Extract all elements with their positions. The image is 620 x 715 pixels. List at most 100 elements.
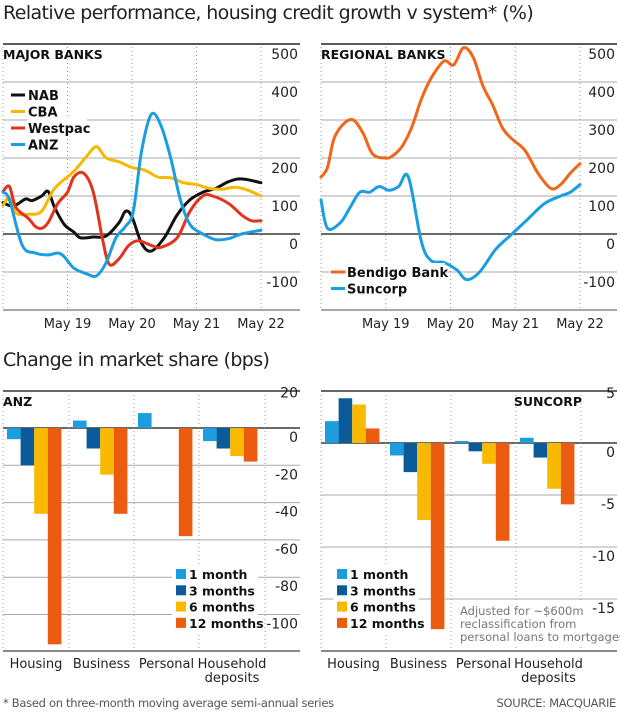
series-line-bendigo-bank — [319, 46, 582, 191]
bar-3-months-business — [403, 443, 418, 473]
x-tick-label: May 20 — [427, 317, 475, 332]
bar-3-months-business — [86, 428, 101, 449]
bar-1-month-housing — [325, 421, 339, 443]
category-label: Business — [73, 657, 131, 672]
annotation-text-line: Adjusted for ~$600m — [460, 604, 584, 618]
legend-swatch — [176, 569, 186, 579]
legend-label: NAB — [28, 89, 59, 104]
y-tick-label: 300 — [271, 123, 298, 139]
legend-bg — [333, 565, 419, 633]
bar-6-months-business — [100, 428, 114, 475]
legend-label: 1 month — [350, 567, 408, 582]
bar-1-month-housing — [7, 428, 21, 440]
y-tick-label: 0 — [606, 445, 615, 461]
line-panel-major-banks — [1, 43, 300, 311]
bar-1-month-household-deposits — [520, 437, 534, 443]
legend-swatch — [337, 601, 347, 612]
y-tick-label: -5 — [601, 497, 615, 513]
legend-label: 1 month — [189, 567, 247, 582]
y-tick-label: 5 — [606, 386, 615, 402]
legend-label: 12 months — [350, 616, 425, 631]
category-label: Personal — [139, 657, 194, 672]
bar-12-months-personal — [178, 428, 193, 537]
legend-label-bg — [347, 263, 445, 279]
series-line-anz — [1, 111, 263, 278]
legend-label: 6 months — [189, 600, 255, 615]
bar-3-months-housing — [20, 428, 35, 466]
source-credit: SOURCE: MACQUARIE — [496, 696, 616, 710]
bar-3-months-household-deposits — [533, 443, 548, 458]
bar-6-months-household-deposits — [547, 443, 561, 489]
legend-swatch — [176, 617, 186, 628]
bar-panel-anz — [2, 390, 300, 652]
bar-1-month-business — [73, 420, 87, 428]
bar-12-months-household-deposits — [243, 428, 258, 462]
bar-12-months-housing — [47, 428, 62, 645]
x-tick-label: May 22 — [237, 317, 285, 332]
panel-title: MAJOR BANKS — [3, 47, 103, 62]
y-tick-label: 400 — [588, 85, 615, 101]
legend-swatch — [337, 569, 347, 579]
legend-label-bg — [27, 86, 55, 102]
bar-12-months-household-deposits — [560, 443, 575, 505]
category-label: Housing — [10, 657, 63, 672]
y-tick-label: 500 — [271, 47, 298, 63]
legend-label-bg — [27, 135, 55, 152]
category-label-line1: Household — [514, 657, 583, 672]
series-line-cba — [1, 145, 263, 217]
y-tick-label: -100 — [583, 275, 615, 291]
y-tick-label: 200 — [588, 161, 615, 177]
y-tick-label: 200 — [271, 161, 298, 177]
series-line-suncorp — [319, 172, 582, 282]
series-line-nab — [1, 177, 263, 253]
line-panel-regional-banks — [319, 43, 617, 311]
legend-label-bg — [347, 279, 405, 296]
y-tick-label: -100 — [266, 617, 298, 633]
legend-swatch — [176, 585, 186, 596]
legend-swatch — [337, 585, 347, 596]
y-tick-label: -15 — [592, 601, 615, 617]
series-line-westpac — [1, 170, 263, 267]
y-tick-label: -10 — [592, 549, 615, 565]
bar-panel-suncorp — [320, 390, 618, 652]
bar-12-months-personal — [495, 443, 510, 541]
bar-1-month-personal — [138, 413, 152, 428]
bar-3-months-housing — [338, 398, 353, 443]
bar-1-month-household-deposits — [203, 428, 217, 442]
bar-12-months-business — [113, 428, 128, 514]
annotation-text-line: reclassification from — [460, 617, 576, 631]
x-tick-label: May 20 — [108, 317, 156, 332]
bar-6-months-business — [417, 443, 431, 520]
y-tick-label: -20 — [275, 467, 298, 483]
y-tick-label: -40 — [275, 505, 298, 521]
annotation-bg — [458, 603, 618, 646]
bar-3-months-personal — [468, 443, 483, 452]
category-label-line2: deposits — [205, 671, 260, 686]
x-tick-label: May 21 — [173, 317, 221, 332]
category-label-line1: Household — [198, 657, 267, 672]
category-label-line2: deposits — [521, 671, 576, 686]
bar-6-months-household-deposits — [230, 428, 244, 456]
category-label: Personal — [456, 657, 511, 672]
y-tick-label: 300 — [588, 123, 615, 139]
legend-label: Westpac — [28, 122, 90, 137]
legend-label: Bendigo Bank — [347, 266, 448, 281]
y-tick-label: -100 — [266, 275, 298, 291]
bar-12-months-business — [430, 443, 445, 630]
legend-label: Suncorp — [347, 283, 407, 298]
x-tick-label: May 19 — [362, 317, 410, 332]
footnote: * Based on three-month moving average se… — [3, 696, 334, 710]
y-tick-label: 100 — [271, 199, 298, 215]
legend-label: 12 months — [189, 616, 264, 631]
y-tick-label: 0 — [289, 430, 298, 446]
bar-1-month-business — [390, 443, 404, 456]
legend-label: 6 months — [350, 600, 416, 615]
legend-label: 3 months — [350, 583, 416, 598]
chart-title-bottom: Change in market share (bps) — [3, 349, 270, 371]
y-tick-label: 0 — [606, 237, 615, 253]
bar-6-months-housing — [34, 428, 48, 514]
legend-label-bg — [27, 119, 87, 135]
y-tick-label: 0 — [289, 237, 298, 253]
legend-label: 3 months — [189, 583, 255, 598]
